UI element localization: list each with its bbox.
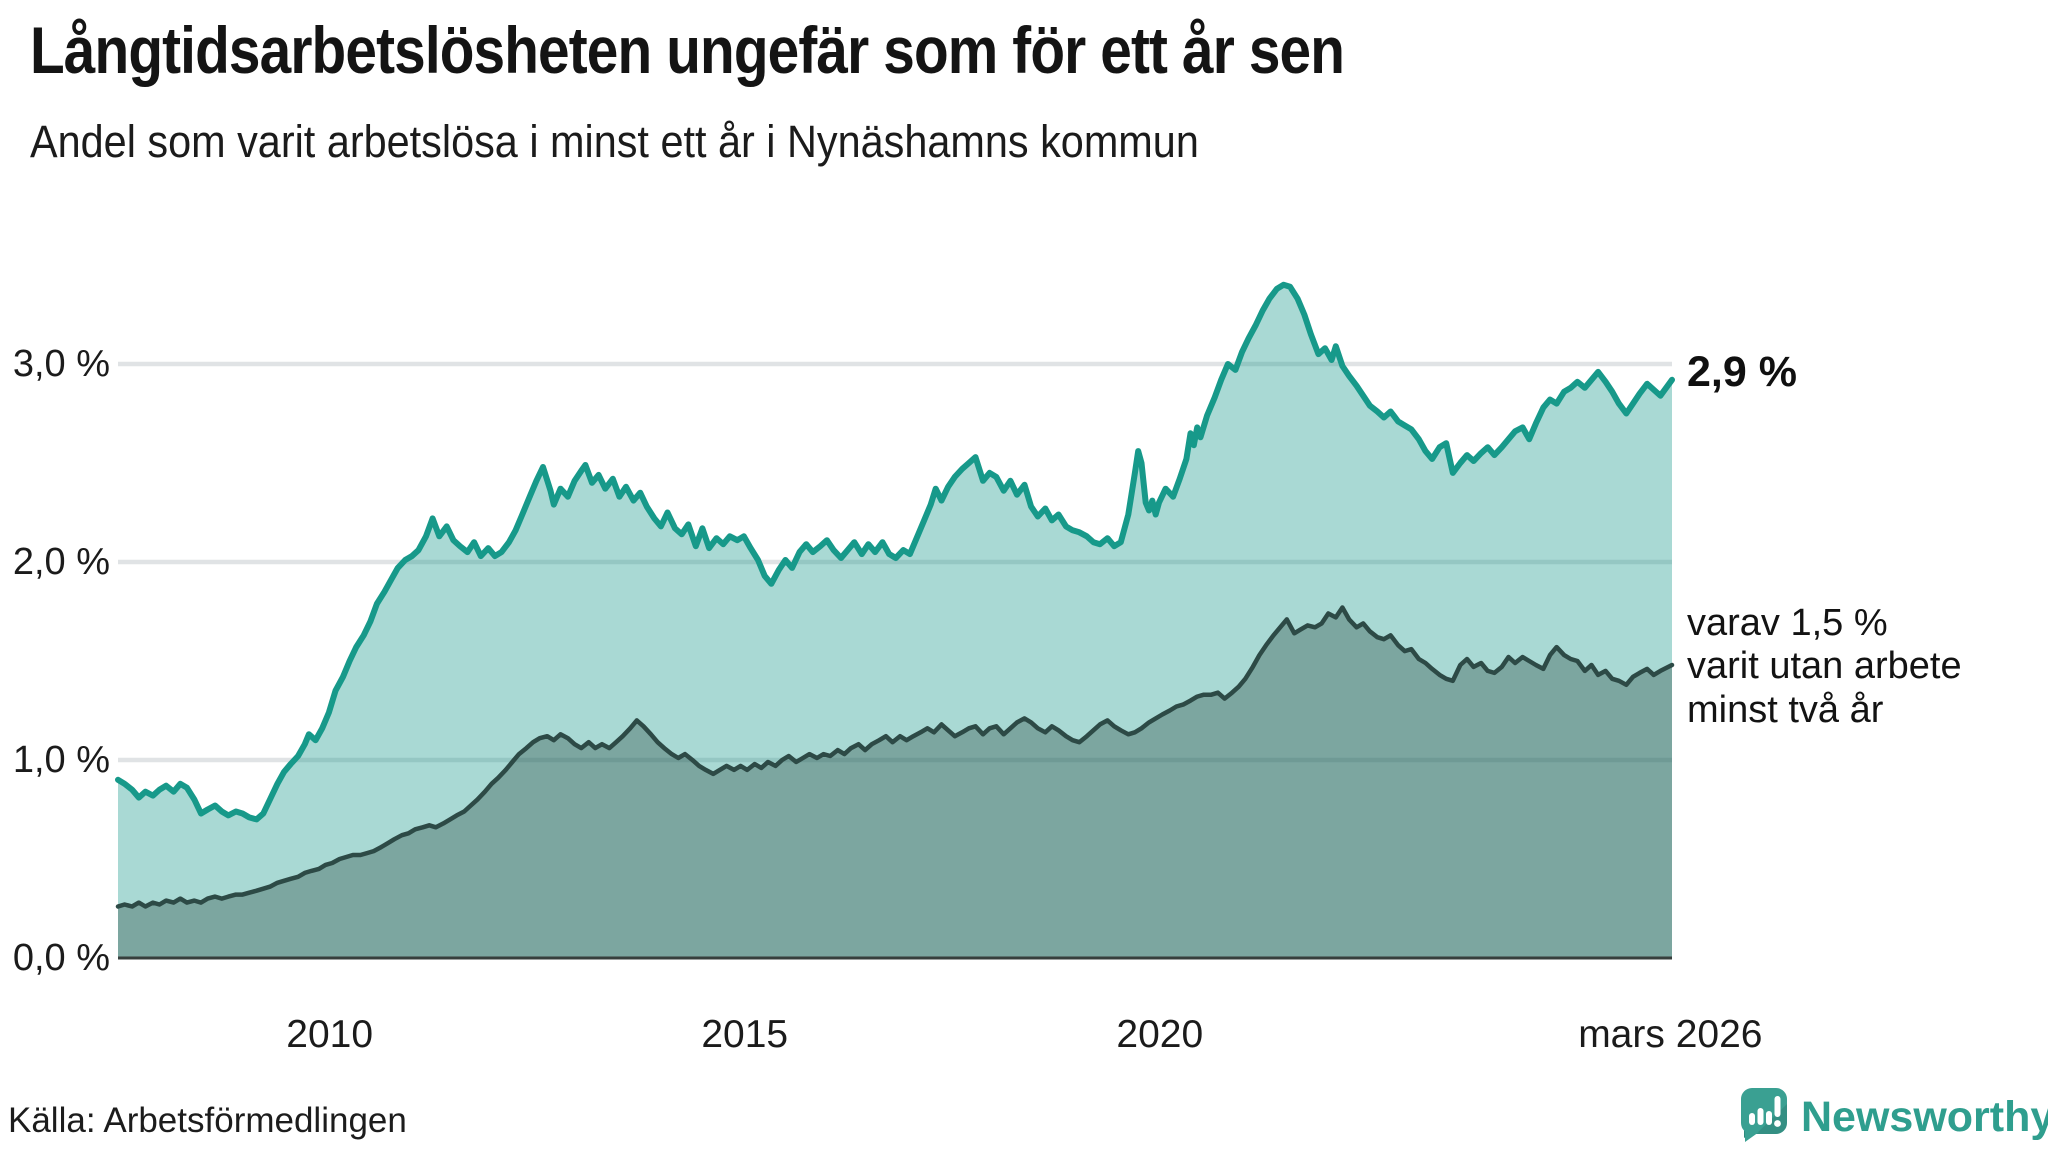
x-axis-label-3: 2020 (1116, 1013, 1204, 1056)
total-series-area (118, 284, 1672, 958)
source-credit: Källa: Arbetsförmedlingen (8, 1101, 407, 1140)
x-axis-label-2: 2015 (701, 1013, 789, 1056)
x-axis-label-4: mars 2026 (1578, 1013, 1763, 1056)
newsworthy-brand-name: Newsworthy (1801, 1093, 2048, 1141)
subset-annotation-line2: varit utan arbete (1687, 645, 1962, 688)
x-axis-label-1: 2010 (286, 1013, 374, 1056)
y-axis-label-1: 1,0 % (12, 739, 110, 781)
subset-annotation-line3: minst två år (1687, 688, 1884, 731)
page-title: Långtidsarbetslösheten ungefär som för e… (30, 13, 1345, 87)
y-axis-label-0: 0,0 % (12, 937, 110, 979)
subset-series-annotation: varav 1,5 % varit utan arbete minst två … (1687, 602, 1962, 732)
page-subtitle: Andel som varit arbetslösa i minst ett å… (30, 116, 1199, 167)
subset-series-area (118, 607, 1672, 958)
subset-series-line (115, 605, 1675, 909)
subset-annotation-line1: varav 1,5 % (1687, 602, 1888, 644)
y-axis-label-2: 2,0 % (12, 541, 110, 583)
total-series-end-label: 2,9 % (1687, 348, 1797, 396)
newsworthy-logo-icon (1741, 1088, 1787, 1142)
y-axis-label-3: 3,0 % (12, 343, 110, 385)
total-series-line (115, 281, 1675, 823)
